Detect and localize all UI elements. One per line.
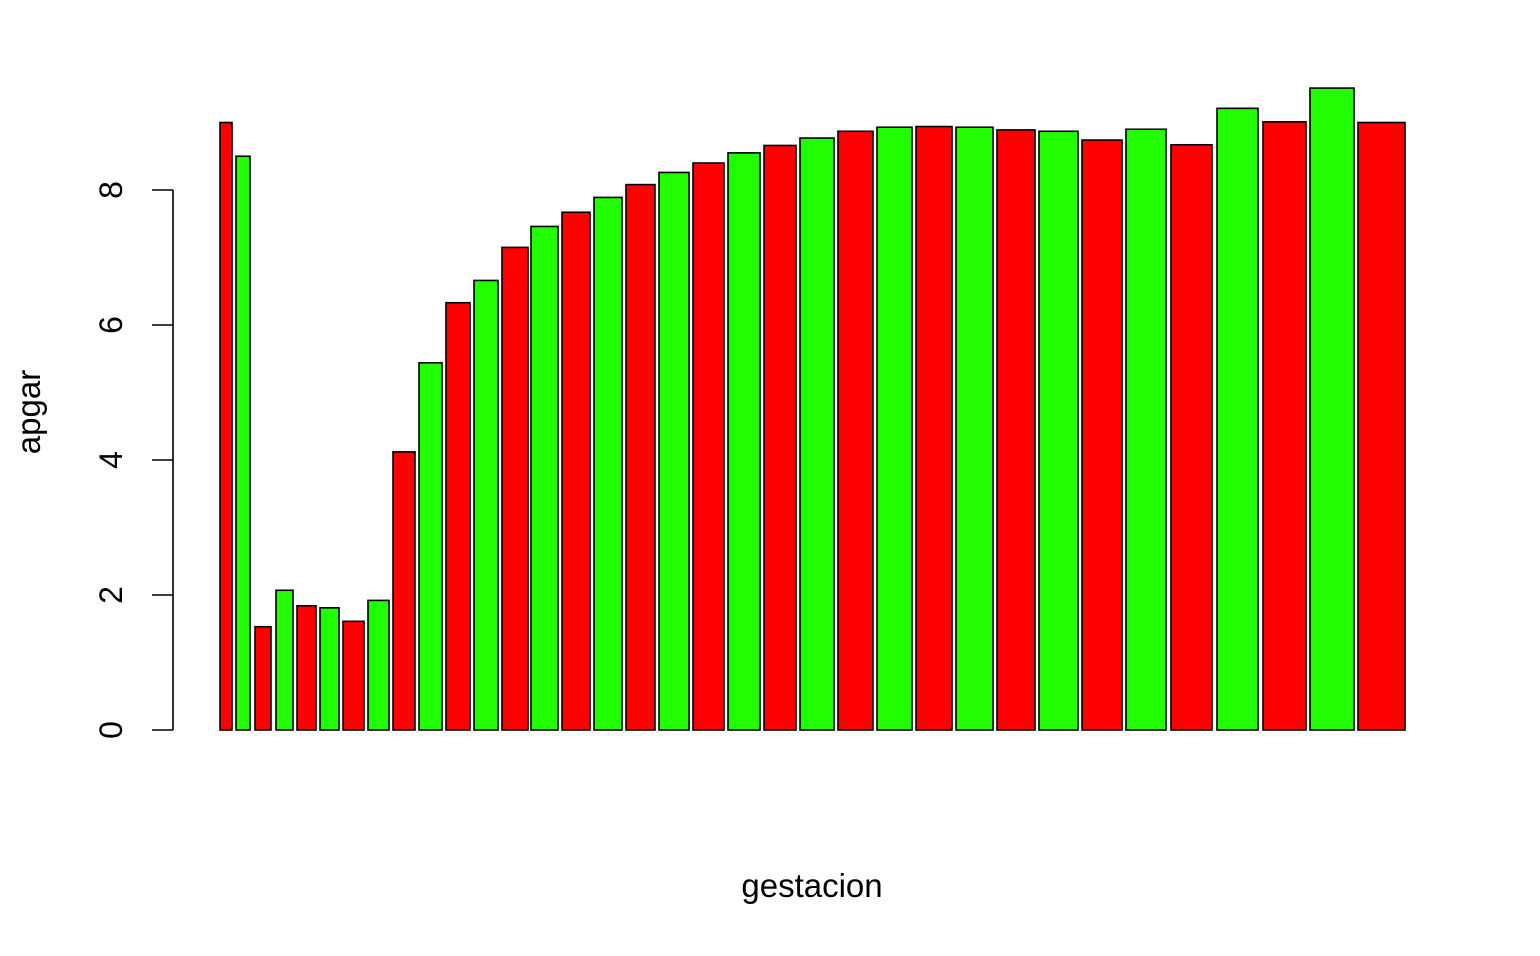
bar-22: [799, 137, 835, 731]
x-axis-label: gestacion: [741, 867, 882, 904]
bar-2: [235, 155, 251, 731]
bar-32: [1216, 107, 1259, 731]
y-axis: 0 2 4 6 8: [93, 181, 174, 739]
bar-29: [1081, 139, 1123, 731]
bar-6: [319, 607, 340, 731]
y-tick-label-2: 2: [93, 586, 129, 604]
bar-11: [445, 301, 471, 731]
bar-20: [727, 152, 761, 731]
bar-7: [342, 620, 365, 731]
y-tick-label-8: 8: [93, 181, 129, 199]
y-tick-label-6: 6: [93, 316, 129, 334]
bar-19: [692, 162, 725, 731]
bar-23: [837, 130, 874, 731]
bar-27: [996, 129, 1036, 731]
bar-25: [915, 125, 953, 731]
bar-35: [1357, 121, 1406, 731]
bar-8: [367, 599, 390, 731]
bar-16: [593, 196, 623, 731]
bar-1: [219, 121, 233, 731]
bar-12: [473, 279, 499, 731]
y-tick-label-0: 0: [93, 721, 129, 739]
bar-21: [763, 144, 797, 731]
bar-3: [254, 625, 272, 731]
bar-4: [275, 589, 294, 731]
bar-31: [1170, 143, 1213, 731]
bar-9: [392, 451, 416, 731]
bars-group: [219, 87, 1406, 731]
bar-17: [625, 183, 656, 731]
bar-33: [1262, 121, 1307, 731]
bar-28: [1038, 130, 1079, 731]
bar-13: [501, 246, 529, 731]
bar-30: [1125, 128, 1167, 731]
bar-34: [1309, 87, 1355, 731]
bar-10: [418, 361, 443, 731]
y-tick-label-4: 4: [93, 451, 129, 469]
bar-18: [658, 171, 690, 731]
bar-14: [530, 225, 559, 731]
bar-24: [876, 126, 913, 731]
bar-15: [561, 211, 591, 731]
bar-5: [296, 604, 317, 731]
y-axis-label: apgar: [10, 370, 47, 454]
bar-26: [955, 126, 994, 731]
